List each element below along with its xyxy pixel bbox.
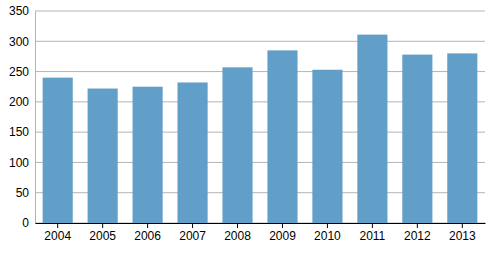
chart: 0501001502002503003502004200520062007200… — [0, 0, 491, 253]
x-tick-label: 2004 — [44, 229, 71, 243]
y-axis: 0 50 100 150 200 250 300 350 — [9, 4, 36, 230]
x-tick-mark — [147, 223, 148, 228]
x-tick-mark — [417, 223, 418, 228]
bar — [178, 82, 208, 223]
x-tick: 2004 — [44, 223, 71, 243]
x-tick: 2013 — [449, 223, 476, 243]
y-tick-label: 150 — [9, 125, 29, 139]
y-tick-label: 200 — [9, 95, 29, 109]
x-tick-label: 2010 — [314, 229, 341, 243]
x-axis: 2004 2005 2006 2007 2008 2009 2010 2011 2012 2013 — [36, 223, 486, 243]
x-tick-mark — [102, 223, 103, 228]
bar — [267, 50, 297, 223]
x-tick: 2006 — [134, 223, 161, 243]
y-tick: 200 — [9, 95, 35, 109]
y-tick: 50 — [16, 186, 35, 200]
x-tick: 2007 — [179, 223, 206, 243]
y-tick: 100 — [9, 156, 35, 170]
bar — [88, 89, 118, 223]
bar — [133, 87, 163, 223]
x-tick-label: 2006 — [134, 229, 161, 243]
y-tick-label: 50 — [16, 186, 30, 200]
y-tick-label: 100 — [9, 156, 29, 170]
x-tick-label: 2007 — [179, 229, 206, 243]
x-tick-label: 2008 — [224, 229, 251, 243]
bar — [402, 55, 432, 223]
x-tick-mark — [57, 223, 58, 228]
bar — [357, 35, 387, 223]
bar — [222, 67, 252, 223]
plot: 0501001502002503003502004200520062007200… — [9, 4, 486, 242]
x-tick-mark — [462, 223, 463, 228]
x-tick-label: 2012 — [404, 229, 431, 243]
x-tick-label: 2013 — [449, 229, 476, 243]
x-tick: 2008 — [224, 223, 251, 243]
x-tick: 2010 — [314, 223, 341, 243]
x-tick-label: 2009 — [269, 229, 296, 243]
y-tick: 300 — [9, 35, 35, 49]
x-tick: 2011 — [359, 223, 385, 243]
x-tick-mark — [237, 223, 238, 228]
bar — [312, 70, 342, 223]
y-axis-line — [35, 12, 36, 224]
grid — [35, 11, 485, 223]
y-tick: 0 — [22, 216, 35, 230]
y-tick-label: 300 — [9, 35, 29, 49]
x-tick-mark — [282, 223, 283, 228]
grid-line — [35, 41, 485, 42]
x-tick-label: 2005 — [89, 229, 116, 243]
x-tick-label: 2011 — [359, 229, 385, 243]
y-tick: 150 — [9, 125, 35, 139]
bar — [43, 78, 73, 223]
x-tick-mark — [372, 223, 373, 228]
x-tick-mark — [192, 223, 193, 228]
bar — [447, 53, 477, 223]
x-tick: 2012 — [404, 223, 431, 243]
y-tick: 350 — [9, 4, 35, 18]
x-tick: 2005 — [89, 223, 116, 243]
grid-line — [35, 11, 485, 12]
x-tick-mark — [327, 223, 328, 228]
y-tick-label: 350 — [9, 4, 29, 18]
x-tick: 2009 — [269, 223, 296, 243]
y-tick: 250 — [9, 65, 35, 79]
y-tick-label: 250 — [9, 65, 29, 79]
bars — [43, 35, 478, 223]
y-tick-label: 0 — [22, 216, 29, 230]
